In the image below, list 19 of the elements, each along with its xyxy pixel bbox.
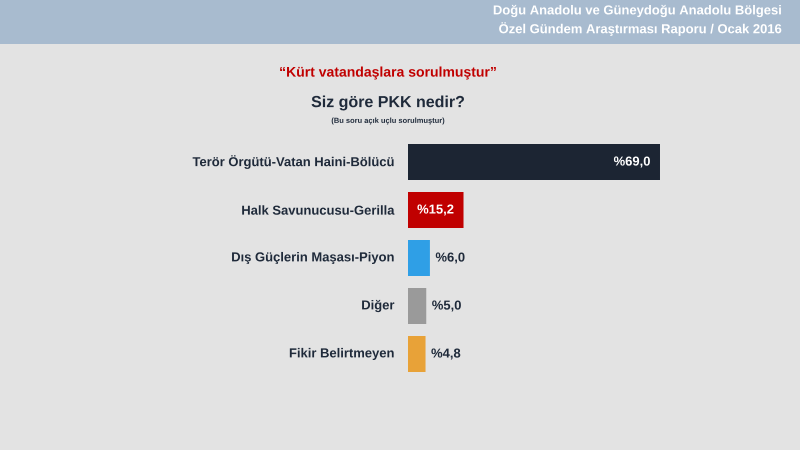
data-label: %5,0 — [432, 300, 461, 312]
bar — [408, 240, 430, 276]
bar — [408, 288, 426, 324]
y-tick-label: Dış Güçlerin Maşası-Piyon — [232, 252, 394, 264]
data-label: %4,8 — [431, 348, 460, 360]
bar — [408, 144, 660, 180]
bar — [408, 192, 464, 228]
y-tick-label: Halk Savunucusu-Gerilla — [242, 205, 395, 215]
y-tick-label: Fikir Belirtmeyen — [290, 348, 394, 360]
text: Özel Gündem Araştırması Raporu / Ocak 2016 — [499, 22, 782, 36]
y-tick-label: Terör Örgütü-Vatan Haini-Bölücü — [192, 155, 394, 169]
text: “Kürt vatandaşlara sorulmuştur” — [280, 66, 496, 80]
data-label: %6,0 — [436, 252, 465, 264]
data-label: %15,2 — [417, 204, 454, 216]
chart-title: Siz göre PKK nedir? — [312, 96, 464, 110]
bar — [408, 336, 426, 372]
text: Doğu Anadolu ve Güneydoğu Anadolu Bölgesi — [494, 4, 781, 18]
data-label: %69,0 — [614, 156, 650, 168]
y-tick-label: Diğer — [362, 300, 394, 312]
